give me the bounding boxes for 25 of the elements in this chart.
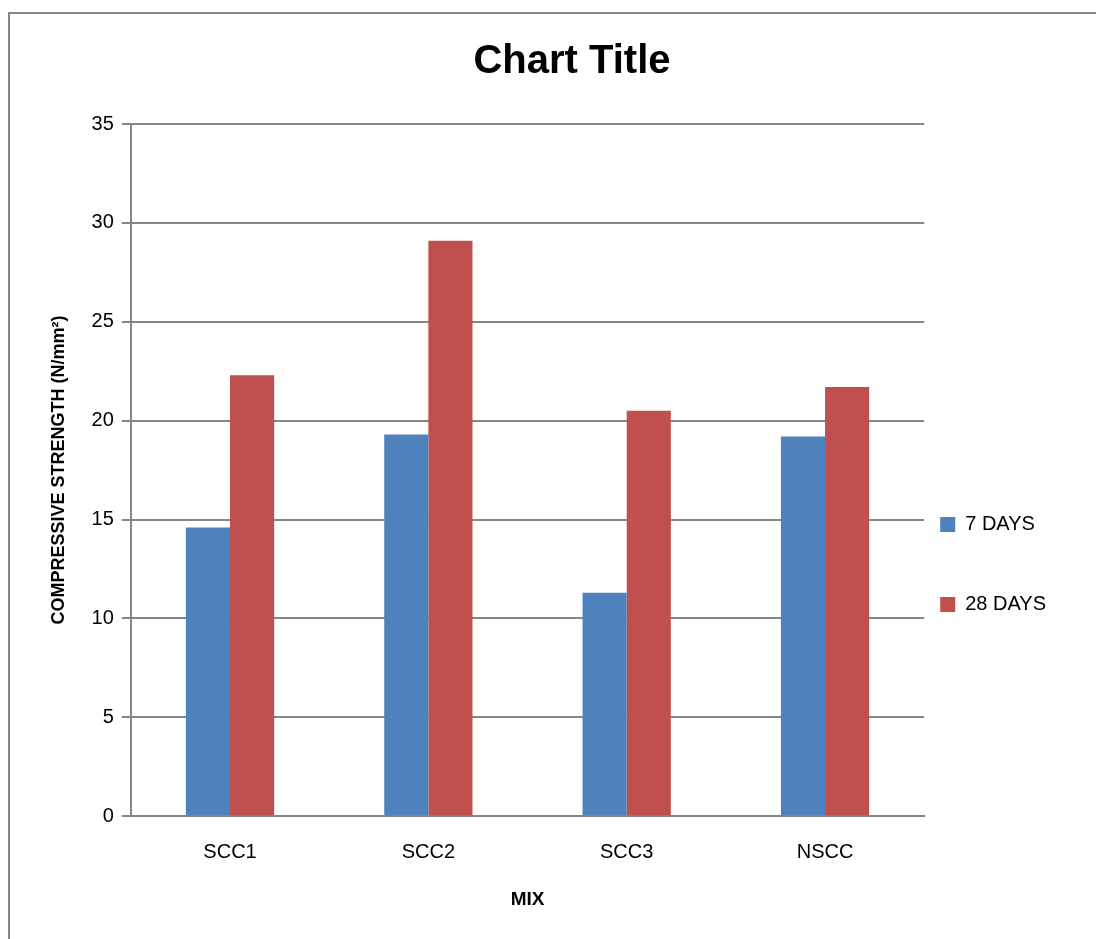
- x-tick-label: SCC1: [203, 839, 257, 862]
- y-tick-label: 5: [102, 704, 114, 727]
- x-tick-label: SCC3: [600, 839, 654, 862]
- bar: [780, 436, 826, 816]
- y-tick-label: 0: [102, 803, 114, 826]
- y-tick-label: 20: [91, 408, 114, 431]
- bar: [582, 592, 627, 816]
- x-tick-label: NSCC: [796, 839, 854, 862]
- y-tick-label: 35: [91, 111, 114, 134]
- x-axis-title: MIX: [510, 887, 545, 909]
- legend-label: 7 DAYS: [965, 512, 1035, 535]
- bar: [825, 387, 870, 816]
- y-tick-label: 30: [91, 210, 114, 233]
- bar: [230, 375, 275, 816]
- bar: [185, 527, 231, 816]
- chart-title: Chart Title: [473, 37, 671, 82]
- legend-label: 28 DAYS: [965, 592, 1046, 615]
- y-axis-title: COMPRESSIVE STRENGTH (N/mm²): [47, 315, 68, 625]
- y-tick-label: 25: [91, 309, 114, 332]
- bar: [626, 410, 671, 816]
- bar: [384, 434, 429, 816]
- x-tick-label: SCC2: [401, 839, 456, 862]
- bar: [428, 240, 473, 816]
- y-tick-label: 10: [91, 605, 114, 628]
- y-tick-label: 15: [91, 507, 114, 530]
